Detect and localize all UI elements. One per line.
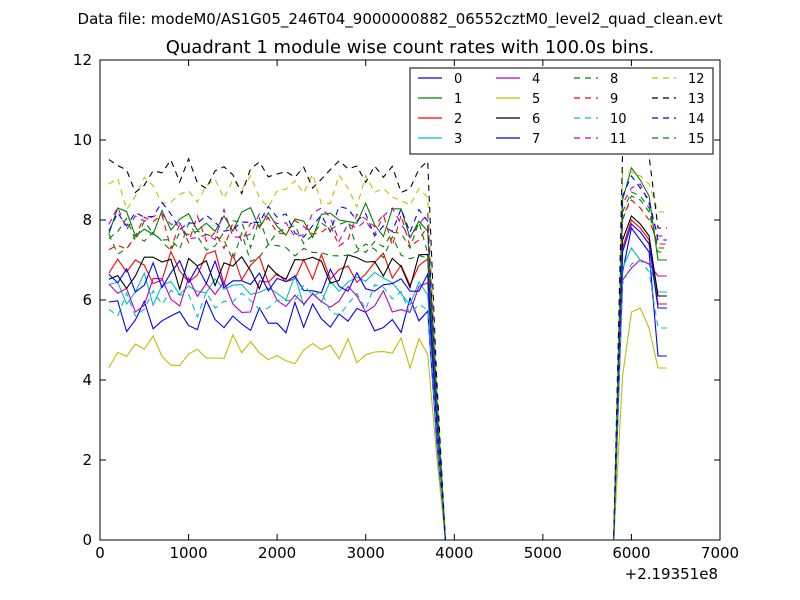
x-tick-label: 7000 (701, 544, 739, 562)
legend-label-12: 12 (688, 72, 705, 87)
legend-label-6: 6 (532, 112, 540, 127)
chart-suptitle: Data file: modeM0/AS1G05_246T04_90000008… (78, 10, 723, 29)
legend-label-13: 13 (688, 92, 705, 107)
series-line-13 (108, 118, 667, 540)
legend-label-14: 14 (688, 112, 705, 127)
series-line-6 (108, 215, 667, 540)
legend-label-8: 8 (610, 72, 618, 87)
y-tick-label: 8 (82, 211, 92, 229)
legend-label-0: 0 (454, 72, 462, 87)
legend-label-4: 4 (532, 72, 540, 87)
legend-label-15: 15 (688, 132, 705, 147)
x-tick-label: 0 (95, 544, 105, 562)
x-tick-label: 5000 (524, 544, 562, 562)
series-line-8 (108, 195, 667, 540)
legend-box (409, 67, 714, 155)
series-line-12 (108, 171, 667, 540)
series-line-4 (108, 259, 667, 540)
x-tick-label: 6000 (612, 544, 650, 562)
series-layer (108, 118, 667, 540)
x-axis-offset-label: +2.19351e8 (625, 565, 718, 583)
series-line-11 (108, 183, 667, 540)
y-tick-label: 4 (82, 371, 92, 389)
series-line-5 (108, 307, 667, 540)
y-tick-label: 12 (73, 51, 92, 69)
x-tick-label: 3000 (347, 544, 385, 562)
series-line-3 (108, 246, 667, 540)
legend-label-5: 5 (532, 92, 540, 107)
series-line-10 (108, 259, 667, 540)
series-line-14 (108, 174, 667, 540)
y-tick-label: 0 (82, 531, 92, 549)
x-tick-label: 1000 (169, 544, 207, 562)
series-line-9 (108, 199, 667, 540)
x-tick-label: 2000 (258, 544, 296, 562)
series-line-15 (108, 191, 667, 540)
legend-label-7: 7 (532, 132, 540, 147)
series-line-7 (108, 223, 667, 540)
x-tick-label: 4000 (435, 544, 473, 562)
y-tick-label: 6 (82, 291, 92, 309)
y-tick-label: 2 (82, 451, 92, 469)
y-tick-label: 10 (73, 131, 92, 149)
legend-label-10: 10 (610, 112, 627, 127)
series-line-2 (108, 219, 667, 540)
legend-label-2: 2 (454, 112, 462, 127)
series-line-0 (108, 226, 667, 540)
chart-title: Quadrant 1 module wise count rates with … (166, 37, 655, 58)
series-line-1 (108, 166, 667, 540)
legend-label-11: 11 (610, 132, 627, 147)
x-axis: 0 1000 2000 3000 4000 5000 6000 7000 (95, 60, 739, 562)
legend-label-1: 1 (454, 92, 462, 107)
legend-label-3: 3 (454, 132, 462, 147)
legend-label-9: 9 (610, 92, 618, 107)
